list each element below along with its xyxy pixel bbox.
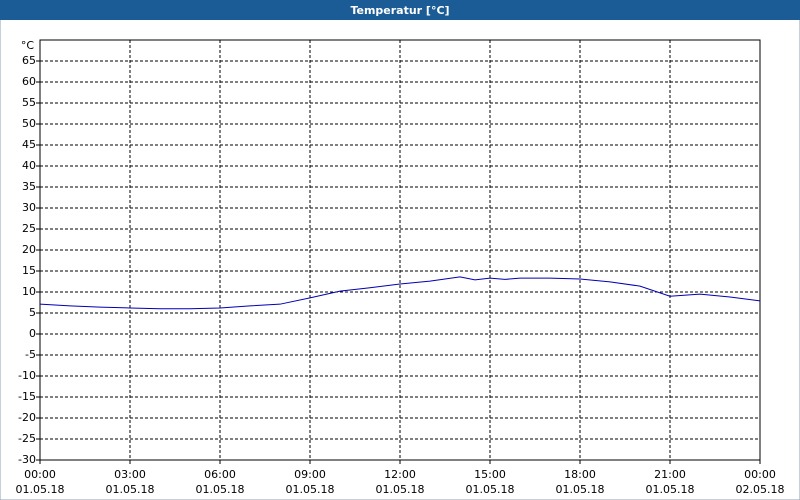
y-tick-label: 65 (22, 54, 36, 67)
y-tick-label: 55 (22, 96, 36, 109)
y-tick-label: -15 (18, 390, 36, 403)
x-tick-date: 01.05.18 (646, 483, 695, 496)
x-tick-label: 15:00 (474, 468, 506, 481)
x-tick-label: 06:00 (204, 468, 236, 481)
x-tick-date: 01.05.18 (16, 483, 65, 496)
x-tick-date: 01.05.18 (286, 483, 335, 496)
x-tick-label: 21:00 (654, 468, 686, 481)
x-tick-date: 01.05.18 (196, 483, 245, 496)
y-tick-label: 50 (22, 117, 36, 130)
y-tick-label: 30 (22, 201, 36, 214)
y-tick-label: 25 (22, 222, 36, 235)
y-tick-label: -20 (18, 411, 36, 424)
x-tick-label: 12:00 (384, 468, 416, 481)
y-tick-label: 15 (22, 264, 36, 277)
title-bar (0, 0, 800, 20)
x-tick-label: 03:00 (114, 468, 146, 481)
data-line (39, 276, 761, 310)
x-tick-date: 01.05.18 (106, 483, 155, 496)
y-tick-label: 40 (22, 159, 36, 172)
y-tick-label: 0 (29, 327, 36, 340)
y-tick-label: -10 (18, 369, 36, 382)
y-tick-label: 60 (22, 75, 36, 88)
x-tick-label: 00:00 (744, 468, 776, 481)
y-tick-label: -25 (18, 432, 36, 445)
x-tick-label: 00:00 (24, 468, 56, 481)
chart-title: Temperatur [°C] (350, 4, 449, 17)
y-tick-label: 20 (22, 243, 36, 256)
y-tick-label: 45 (22, 138, 36, 151)
y-axis-label: °C (21, 39, 35, 52)
x-tick-label: 09:00 (294, 468, 326, 481)
x-tick-date: 01.05.18 (466, 483, 515, 496)
x-tick-date: 01.05.18 (556, 483, 605, 496)
y-tick-label: -30 (18, 453, 36, 466)
x-tick-date: 01.05.18 (376, 483, 425, 496)
y-tick-label: -5 (25, 348, 36, 361)
y-tick-label: 5 (29, 306, 36, 319)
x-tick-date: 02.05.18 (736, 483, 785, 496)
y-tick-label: 10 (22, 285, 36, 298)
x-tick-label: 18:00 (564, 468, 596, 481)
y-tick-label: 35 (22, 180, 36, 193)
